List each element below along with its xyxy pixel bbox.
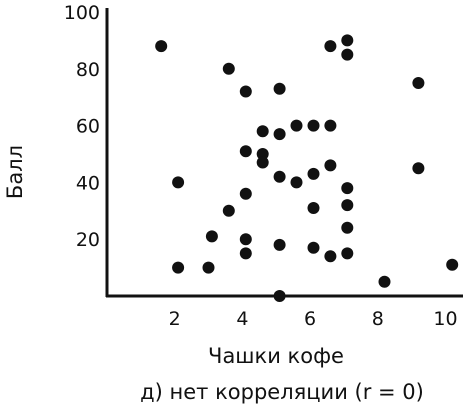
y-tick-label: 100: [64, 2, 100, 24]
data-point-4: [202, 261, 215, 274]
data-point-6: [222, 204, 235, 217]
data-point-37: [378, 275, 391, 288]
x-tick-label: 10: [433, 308, 457, 330]
x-tick-label: 4: [236, 308, 248, 330]
x-axis-title: Чашки кофе: [208, 344, 344, 368]
x-tick-labels: 2 4 6 8 10: [169, 308, 458, 330]
data-point-31: [341, 34, 354, 47]
data-point-22: [290, 176, 303, 189]
data-point-9: [239, 145, 252, 158]
data-point-17: [273, 128, 286, 141]
data-point-15: [256, 156, 269, 169]
y-tick-label: 80: [76, 59, 100, 81]
data-point-16: [273, 82, 286, 95]
data-point-24: [307, 167, 320, 180]
data-point-12: [239, 247, 252, 260]
data-point-1: [155, 40, 168, 53]
x-tick-label: 6: [304, 308, 316, 330]
data-point-7: [222, 62, 235, 75]
data-point-3: [172, 261, 185, 274]
y-tick-label: 40: [76, 172, 100, 194]
data-point-11: [239, 233, 252, 246]
data-point-30: [324, 250, 337, 263]
data-point-33: [341, 182, 354, 195]
data-point-26: [307, 241, 320, 254]
data-point-14: [256, 148, 269, 160]
data-point-5: [205, 230, 218, 243]
data-point-2: [172, 176, 185, 189]
data-point-10: [239, 187, 252, 200]
data-point-36: [341, 247, 354, 260]
x-tick-label: 8: [372, 308, 384, 330]
data-point-18: [273, 170, 286, 183]
data-points: [155, 34, 459, 302]
data-point-29: [324, 159, 337, 172]
data-point-21: [290, 119, 303, 132]
data-point-27: [324, 40, 337, 53]
data-point-39: [412, 162, 425, 175]
data-point-8: [239, 85, 252, 98]
x-tick-label: 2: [169, 308, 181, 330]
data-point-23: [307, 119, 320, 132]
data-point-28: [324, 119, 337, 132]
data-point-19: [273, 238, 286, 251]
data-point-40: [446, 258, 459, 271]
data-point-25: [307, 202, 320, 214]
y-tick-labels: 20 40 60 80 100: [64, 2, 100, 251]
data-point-32: [341, 48, 354, 61]
y-axis-title: Балл: [3, 145, 27, 199]
data-point-35: [341, 221, 354, 234]
data-point-38: [412, 77, 425, 89]
y-tick-label: 20: [76, 229, 100, 251]
data-point-34: [341, 199, 354, 212]
data-point-13: [256, 125, 269, 138]
y-tick-label: 60: [76, 116, 100, 138]
chart-caption: д) нет корреляции (r = 0): [140, 380, 424, 404]
